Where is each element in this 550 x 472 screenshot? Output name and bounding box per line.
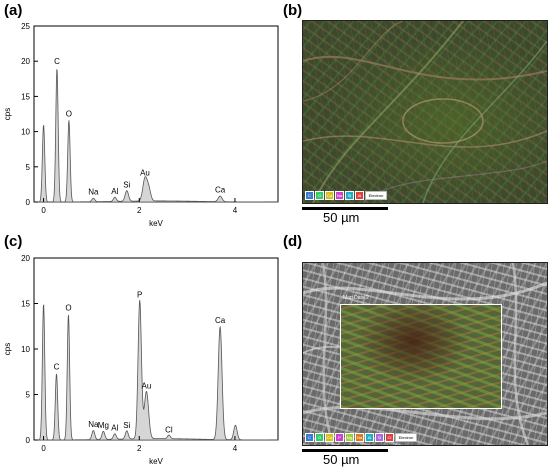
y-tick-label: 25 xyxy=(21,22,30,31)
peak-label-au: Au xyxy=(140,168,150,177)
y-tick-label: 15 xyxy=(21,92,30,101)
peak-label-ca: Ca xyxy=(215,316,226,325)
legend-swatch-al: Al xyxy=(355,191,364,200)
legend-swatch-al: Al xyxy=(365,433,374,442)
legend-swatch-si: Si xyxy=(375,433,384,442)
legend-swatch-p: P xyxy=(335,433,344,442)
y-tick-label: 10 xyxy=(21,345,30,354)
y-tick-label: 20 xyxy=(21,254,30,263)
panel-label-a: (a) xyxy=(4,2,23,19)
x-axis-label: keV xyxy=(149,457,163,466)
y-tick-label: 0 xyxy=(26,198,31,207)
scale-label-d: 50 µm xyxy=(323,452,360,467)
peak-label-si: Si xyxy=(123,180,130,189)
y-axis-label: cps xyxy=(3,343,12,355)
scale-label-b: 50 µm xyxy=(323,210,360,225)
legend-swatch-c: C xyxy=(305,191,314,200)
y-tick-label: 0 xyxy=(26,436,31,445)
legend-swatch-c: C xyxy=(305,433,314,442)
legend-swatch-na: Na xyxy=(355,433,364,442)
eds-map-d: Map Data 2 C O Ca P Mg Na Al Si Cl Electron xyxy=(302,262,548,446)
legend-swatch-mg: Mg xyxy=(345,433,354,442)
legend-swatch-o: O xyxy=(315,433,324,442)
map-data-region: Map Data 2 xyxy=(340,295,502,409)
peak-label-au: Au xyxy=(142,382,152,391)
legend-swatch-electron: Electron xyxy=(365,191,387,200)
y-tick-label: 20 xyxy=(21,57,30,66)
x-tick-label: 0 xyxy=(41,206,46,215)
peak-label-c: C xyxy=(54,363,60,372)
spectrum-series-1 xyxy=(33,300,279,441)
legend-swatch-ca: Ca xyxy=(325,433,334,442)
x-tick-label: 0 xyxy=(41,444,46,453)
element-legend-d: C O Ca P Mg Na Al Si Cl Electron xyxy=(305,433,417,442)
scale-bar-d xyxy=(302,449,388,452)
panel-label-c: (c) xyxy=(4,233,23,250)
peak-label-o: O xyxy=(65,303,71,312)
peak-label-al: Al xyxy=(111,187,118,196)
y-tick-label: 10 xyxy=(21,128,30,137)
panel-label-d: (d) xyxy=(283,233,303,250)
legend-swatch-ca: Ca xyxy=(325,191,334,200)
eds-spectrum-c: 0 5 10 15 20 0 2 4 keV cps C O Na Mg Al Si P Au Cl Ca xyxy=(3,254,279,466)
x-axis-label: keV xyxy=(149,219,163,228)
legend-swatch-cl: Cl xyxy=(385,433,394,442)
peak-label-o: O xyxy=(66,109,72,118)
peak-label-mg: Mg xyxy=(98,421,109,430)
y-tick-label: 5 xyxy=(26,391,31,400)
spectrum-series-0 xyxy=(33,68,279,203)
legend-swatch-o: O xyxy=(315,191,324,200)
element-legend-b: C O Ca Na Si Al Electron xyxy=(305,191,387,200)
scale-bar-b xyxy=(302,207,388,210)
y-tick-label: 15 xyxy=(21,300,30,309)
y-axis-label: cps xyxy=(3,108,12,120)
y-tick-label: 5 xyxy=(26,163,31,172)
x-tick-label: 2 xyxy=(137,206,142,215)
peak-label-c: C xyxy=(54,57,60,66)
legend-swatch-si: Si xyxy=(345,191,354,200)
panel-label-b: (b) xyxy=(283,2,303,19)
peak-label-si: Si xyxy=(123,421,130,430)
peak-label-p: P xyxy=(137,291,142,300)
peak-label-na: Na xyxy=(88,420,99,429)
peak-label-al: Al xyxy=(111,424,118,433)
eds-spectrum-a: 0 5 10 15 20 25 0 2 4 keV cps C O Na Al Si Au Ca xyxy=(3,22,279,228)
peak-label-na: Na xyxy=(88,187,99,196)
map-data-label: Map Data 2 xyxy=(343,295,369,301)
x-tick-label: 4 xyxy=(233,206,238,215)
fiber-overlay-b xyxy=(303,21,547,203)
peak-label-ca: Ca xyxy=(215,185,226,194)
peak-label-cl: Cl xyxy=(165,425,173,434)
legend-swatch-na: Na xyxy=(335,191,344,200)
eds-map-b: C O Ca Na Si Al Electron xyxy=(302,20,548,204)
legend-swatch-electron: Electron xyxy=(395,433,417,442)
x-tick-label: 2 xyxy=(137,444,142,453)
x-tick-label: 4 xyxy=(233,444,238,453)
